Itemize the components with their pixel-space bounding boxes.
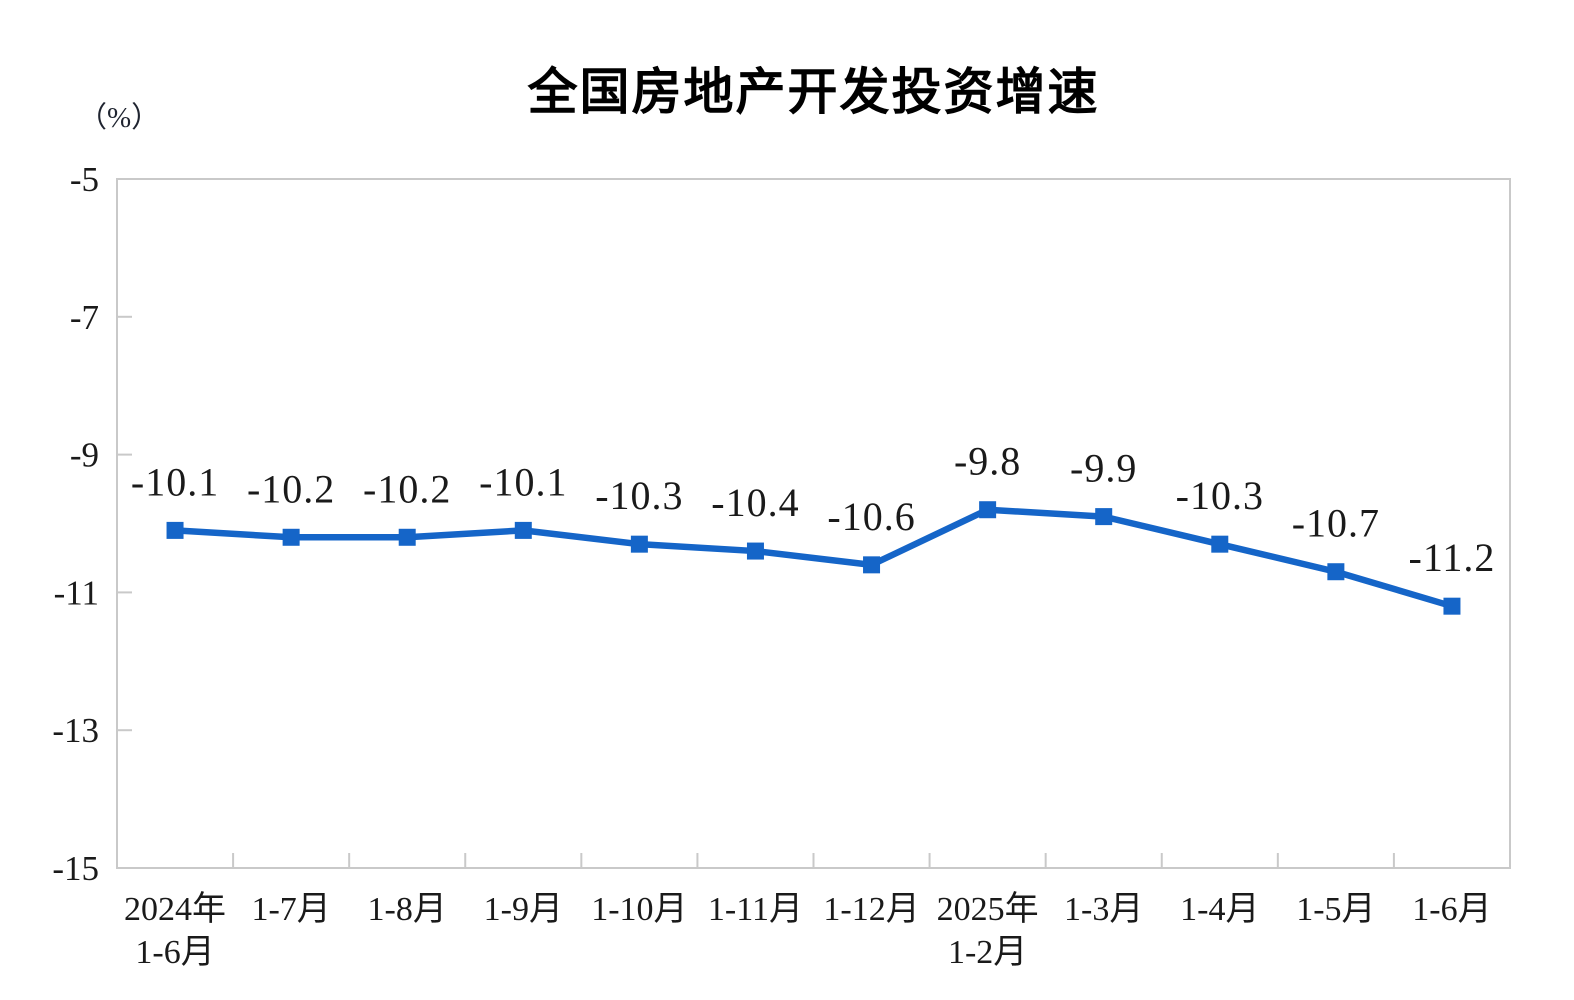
data-point-label: -10.6 <box>827 494 915 539</box>
x-axis-tick-label: 1-12月 <box>823 891 919 928</box>
y-axis-tick-label: -13 <box>52 711 99 750</box>
y-axis-unit-label: （%） <box>78 102 161 134</box>
x-axis-tick-label: 2024年 <box>124 890 226 928</box>
data-point-marker <box>282 528 300 546</box>
y-axis-tick-label: -11 <box>54 573 99 612</box>
data-point-marker <box>1443 597 1461 615</box>
data-point-marker <box>979 501 997 519</box>
x-axis-tick-label: 1-9月 <box>484 891 563 928</box>
data-point-marker <box>514 521 532 539</box>
data-point-marker <box>863 556 881 574</box>
data-point-label: -10.2 <box>247 466 335 511</box>
data-point-label: -10.2 <box>363 466 451 511</box>
series-line <box>171 506 1456 610</box>
data-point-marker <box>1095 508 1113 526</box>
data-point-label: -9.8 <box>954 439 1021 484</box>
y-axis-tick-label: -15 <box>52 849 99 888</box>
data-point-label: -10.1 <box>479 459 567 504</box>
data-point-marker <box>1327 563 1345 581</box>
x-axis-tick-label: 2025年 <box>937 890 1039 928</box>
x-axis-tick-label: 1-2月 <box>948 934 1027 971</box>
x-axis-tick-label: 1-11月 <box>708 891 803 928</box>
data-point-marker <box>630 535 648 553</box>
chart-title: 全国房地产开发投资增速 <box>527 63 1100 121</box>
x-axis-tick-label: 1-5月 <box>1296 891 1375 928</box>
x-axis-tick-label: 1-6月 <box>1412 891 1491 928</box>
data-point-label: -10.3 <box>595 473 683 518</box>
x-axis-tick-label: 1-8月 <box>368 891 447 928</box>
data-point-label: -11.2 <box>1409 535 1496 580</box>
data-point-marker <box>166 521 184 539</box>
y-axis-tick-label: -5 <box>70 160 99 199</box>
x-axis-tick-label: 1-6月 <box>135 934 214 971</box>
data-point-label: -10.4 <box>711 480 799 525</box>
data-point-marker <box>746 542 764 560</box>
x-axis-tick-label: 1-7月 <box>251 891 330 928</box>
x-axis-tick-label: 1-3月 <box>1064 891 1143 928</box>
data-point-marker <box>398 528 416 546</box>
data-point-label: -10.3 <box>1176 473 1264 518</box>
y-axis-tick-label: -7 <box>70 298 99 337</box>
y-axis-tick-label: -9 <box>70 436 99 475</box>
data-point-label: -10.7 <box>1292 501 1380 546</box>
data-point-marker <box>1211 535 1229 553</box>
data-point-label: -9.9 <box>1070 446 1137 491</box>
x-axis-tick-label: 1-4月 <box>1180 891 1259 928</box>
data-point-label: -10.1 <box>131 459 219 504</box>
x-axis-tick-label: 1-10月 <box>591 891 687 928</box>
